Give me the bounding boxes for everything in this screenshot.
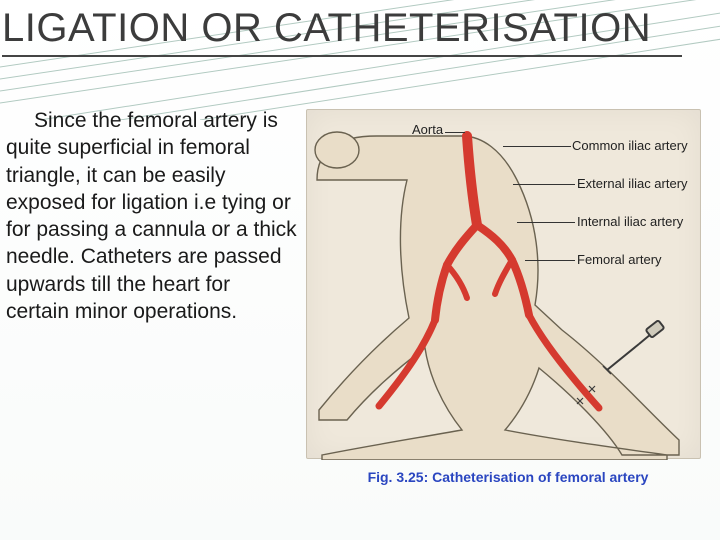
leader-internal-iliac [517, 222, 575, 223]
content-row: Since the femoral artery is quite superf… [0, 57, 720, 485]
leader-aorta [445, 132, 465, 133]
leader-femoral [525, 260, 575, 261]
figure-caption-text: Catheterisation of femoral artery [432, 469, 648, 485]
label-external-iliac: External iliac artery [577, 176, 688, 191]
anatomy-svg [307, 110, 702, 460]
figure-column: Aorta Common iliac artery External iliac… [306, 107, 710, 485]
label-common-iliac: Common iliac artery [572, 138, 688, 153]
label-femoral: Femoral artery [577, 252, 662, 267]
label-internal-iliac: Internal iliac artery [577, 214, 683, 229]
leader-common-iliac [503, 146, 571, 147]
label-aorta: Aorta [412, 122, 443, 137]
leader-external-iliac [513, 184, 575, 185]
figure-caption: Fig. 3.25: Catheterisation of femoral ar… [306, 469, 710, 485]
figure-number: Fig. 3.25: [368, 469, 429, 485]
anatomy-figure: Aorta Common iliac artery External iliac… [306, 109, 701, 459]
slide-title: LIGATION OR CATHETERISATION [0, 0, 720, 51]
body-text: Since the femoral artery is quite superf… [6, 107, 306, 485]
body-paragraph: Since the femoral artery is quite superf… [6, 109, 297, 323]
